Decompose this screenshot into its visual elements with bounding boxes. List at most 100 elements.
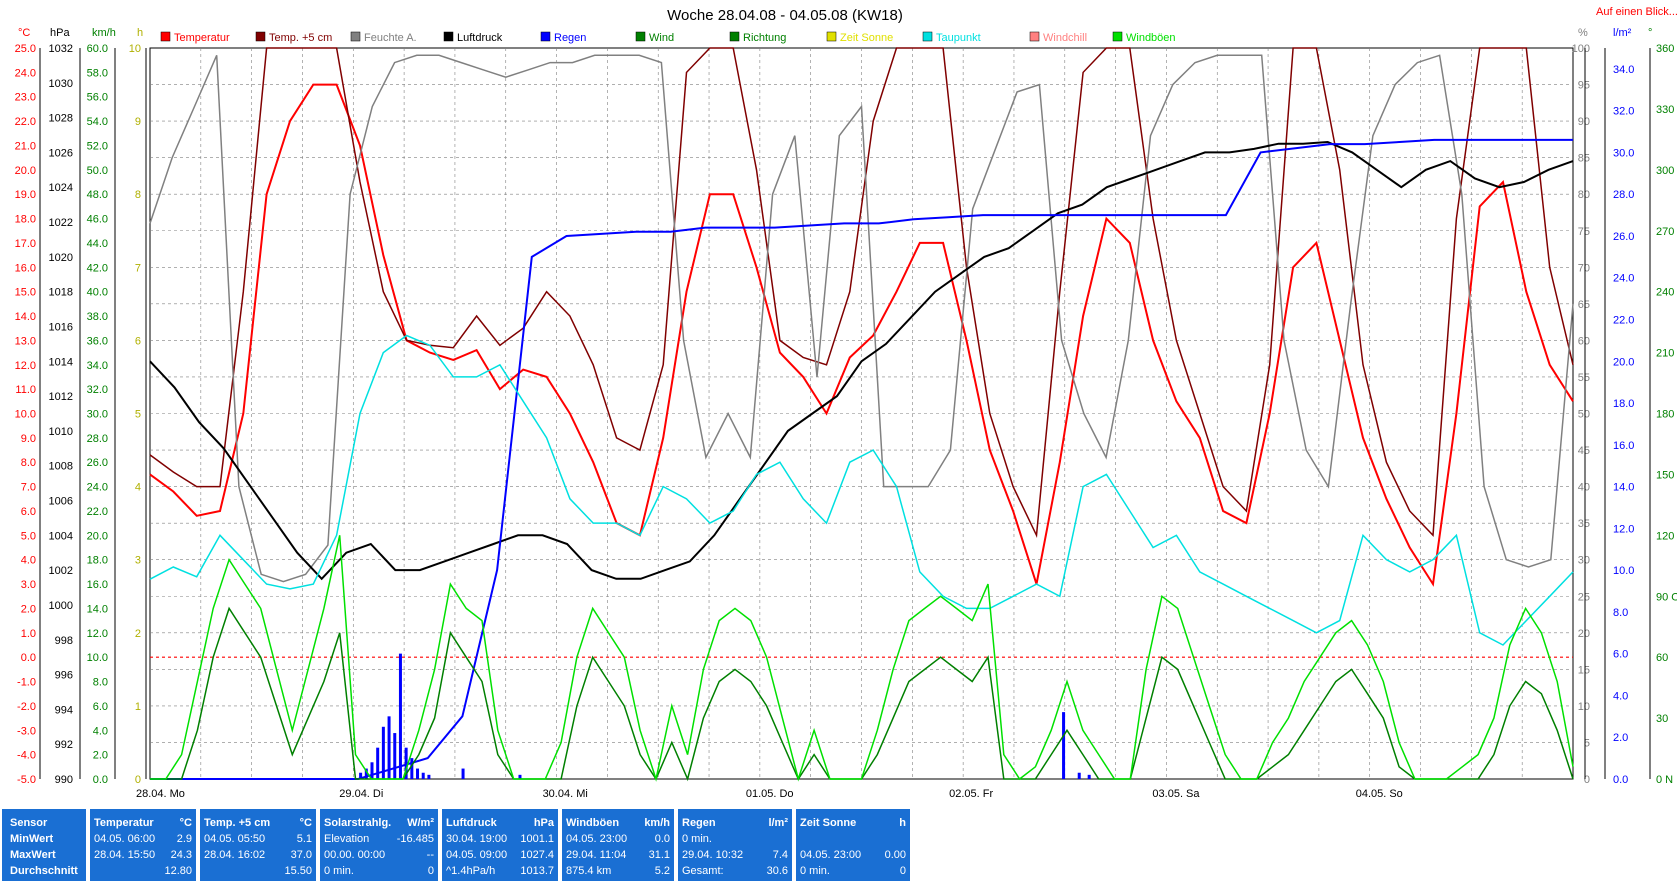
stats-cell-left: 0 min. xyxy=(800,865,830,877)
stats-cell-left: 29.04. 11:04 xyxy=(566,849,627,861)
y-tick-temp: 24.0 xyxy=(15,67,36,79)
y-tick-pressure: 1002 xyxy=(49,565,73,577)
y-tick-wind: 30.0 xyxy=(87,409,108,421)
stats-windboeen: Windböen km/h 04.05. 23:00 0.0 29.04. 11:04 3… xyxy=(562,809,674,881)
y-tick-pressure: 1032 xyxy=(49,43,73,55)
y-tick-humidity: 70 xyxy=(1578,262,1590,274)
stats-cell-value: 37.0 xyxy=(290,849,312,861)
legend-swatch xyxy=(443,31,454,42)
y-tick-wind: 26.0 xyxy=(87,457,108,469)
stats-cell-value: 0.0 xyxy=(654,833,670,845)
stats-cell-value: 7.4 xyxy=(772,849,788,861)
series-line-feuchte-a- xyxy=(149,54,1574,583)
series-line-taupunkt xyxy=(149,334,1574,646)
stats-title: Temp. +5 cm xyxy=(204,817,271,829)
y-tick-rain: 16.0 xyxy=(1613,440,1634,452)
y-tick-humidity: 35 xyxy=(1578,518,1590,530)
y-tick-humidity: 60 xyxy=(1578,335,1590,347)
y-tick-pressure: 1026 xyxy=(49,147,73,159)
stats-cell-left: 0 min. xyxy=(682,833,712,845)
legend-swatch xyxy=(635,31,646,42)
y-tick-wind: 28.0 xyxy=(87,433,108,445)
sensor-max: MaxWert xyxy=(10,849,56,861)
legend-label: Windchill xyxy=(1043,32,1087,44)
y-tick-wind: 36.0 xyxy=(87,335,108,347)
y-tick-sun: 3 xyxy=(135,555,141,567)
legend-label: Temp. +5 cm xyxy=(269,32,332,44)
y-tick-humidity: 10 xyxy=(1578,701,1590,713)
y-tick-wind: 44.0 xyxy=(87,238,108,250)
stats-cell-left: 30.04. 19:00 xyxy=(446,833,508,845)
legend-swatch xyxy=(540,31,551,42)
x-tick-label: 01.05. Do xyxy=(746,788,794,800)
y-tick-rain: 20.0 xyxy=(1613,356,1634,368)
unit-label-temp: °C xyxy=(18,27,30,39)
stats-cell-left: 28.04. 16:02 xyxy=(204,849,266,861)
legend-label: Zeit Sonne xyxy=(840,32,893,44)
y-tick-wind: 46.0 xyxy=(87,214,108,226)
y-tick-rain: 4.0 xyxy=(1613,690,1628,702)
y-tick-temp: -3.0 xyxy=(17,725,36,737)
y-tick-rain: 32.0 xyxy=(1613,106,1634,118)
weather-chart: Woche 28.04.08 - 04.05.08 (KW18) Auf ein… xyxy=(14,6,1677,800)
unit-label-direction: ° xyxy=(1648,27,1652,39)
y-tick-wind: 50.0 xyxy=(87,165,108,177)
stats-cell-left: ^1.4hPa/h xyxy=(446,865,496,877)
y-tick-direction: 210 xyxy=(1656,348,1674,360)
y-tick-pressure: 994 xyxy=(55,704,73,716)
stats-title: Temperatur xyxy=(94,817,154,829)
x-tick-label: 02.05. Fr xyxy=(949,788,993,800)
y-tick-humidity: 55 xyxy=(1578,372,1590,384)
legend-label: Luftdruck xyxy=(457,32,503,44)
stats-regen: Regen l/m² 0 min. 29.04. 10:32 7.4 Gesamt: 30.… xyxy=(678,809,792,881)
y-tick-pressure: 996 xyxy=(55,670,73,682)
y-tick-direction: 360 N xyxy=(1656,43,1677,55)
y-tick-direction: 0 N xyxy=(1656,774,1673,786)
unit-label-wind: km/h xyxy=(92,27,116,39)
y-tick-temp: 25.0 xyxy=(15,43,36,55)
y-tick-pressure: 1030 xyxy=(49,78,73,90)
x-tick-label: 28.04. Mo xyxy=(136,788,185,800)
stats-cell-value: -16.485 xyxy=(396,833,434,845)
stats-unit: W/m² xyxy=(407,817,434,829)
stats-cell-value: 24.3 xyxy=(170,849,192,861)
y-tick-temp: 10.0 xyxy=(15,409,36,421)
y-tick-sun: 2 xyxy=(135,628,141,640)
x-tick-label: 29.04. Di xyxy=(339,788,383,800)
y-tick-temp: 11.0 xyxy=(15,384,36,396)
y-tick-humidity: 0 xyxy=(1584,774,1590,786)
stats-cell-value: 1001.1 xyxy=(520,833,554,845)
y-tick-wind: 8.0 xyxy=(93,677,108,689)
y-tick-pressure: 992 xyxy=(55,739,73,751)
y-tick-humidity: 90 xyxy=(1578,116,1590,128)
y-tick-temp: 17.0 xyxy=(15,238,36,250)
y-tick-rain: 18.0 xyxy=(1613,398,1634,410)
series-line-windb-en xyxy=(150,535,1574,782)
series-line-temperatur xyxy=(149,83,1574,587)
stats-cell-value: 2.9 xyxy=(176,833,192,845)
corner-link[interactable]: Auf einen Blick... xyxy=(1596,6,1677,18)
y-tick-wind: 12.0 xyxy=(87,628,108,640)
y-tick-pressure: 1016 xyxy=(49,321,73,333)
stats-temperatur: Temperatur °C 04.05. 06:00 2.9 28.04. 15:50 2… xyxy=(90,809,196,881)
y-tick-temp: 8.0 xyxy=(21,457,36,469)
series-line-luftdruck xyxy=(149,140,1574,581)
y-tick-sun: 0 xyxy=(135,774,141,786)
y-tick-direction: 240 xyxy=(1656,287,1674,299)
y-tick-temp: 6.0 xyxy=(21,506,36,518)
y-tick-humidity: 5 xyxy=(1584,737,1590,749)
y-tick-pressure: 1028 xyxy=(49,113,73,125)
stats-cell-value: 5.1 xyxy=(296,833,312,845)
stats-sensor: Sensor MinWert MaxWert Durchschnitt xyxy=(2,809,86,881)
stats-unit: l/m² xyxy=(768,817,788,829)
unit-label-humidity: % xyxy=(1578,27,1588,39)
legend: Temperatur Temp. +5 cm Feuchte A. Luftdruck… xyxy=(160,31,1176,44)
stats-cell-left: 04.05. 05:50 xyxy=(204,833,266,845)
y-tick-pressure: 1018 xyxy=(49,287,73,299)
stats-cell-value: 0.00 xyxy=(884,849,906,861)
y-tick-direction: 300 xyxy=(1656,165,1674,177)
y-tick-rain: 8.0 xyxy=(1613,607,1628,619)
y-tick-temp: -2.0 xyxy=(17,701,36,713)
y-tick-wind: 48.0 xyxy=(87,189,108,201)
stats-cell-value: 1027.4 xyxy=(520,849,554,861)
